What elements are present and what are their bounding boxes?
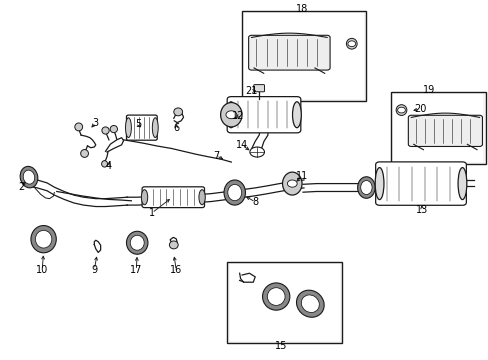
Ellipse shape [346, 39, 356, 49]
Text: 21: 21 [245, 86, 258, 96]
Ellipse shape [301, 295, 319, 312]
FancyBboxPatch shape [142, 187, 204, 208]
FancyBboxPatch shape [227, 96, 300, 133]
Ellipse shape [224, 180, 245, 205]
Text: 11: 11 [295, 171, 307, 181]
FancyBboxPatch shape [375, 162, 466, 205]
Ellipse shape [173, 108, 182, 116]
Ellipse shape [31, 226, 56, 253]
Ellipse shape [169, 241, 178, 249]
Ellipse shape [249, 147, 264, 157]
Circle shape [225, 111, 236, 119]
Text: 14: 14 [235, 140, 248, 150]
Ellipse shape [102, 127, 109, 134]
Text: 4: 4 [106, 161, 112, 171]
Ellipse shape [282, 172, 302, 195]
Circle shape [347, 41, 355, 46]
Ellipse shape [20, 166, 38, 188]
Ellipse shape [126, 231, 148, 254]
Ellipse shape [81, 149, 88, 157]
Ellipse shape [152, 118, 158, 138]
Ellipse shape [220, 103, 242, 127]
Bar [392, 94, 483, 162]
Ellipse shape [267, 288, 285, 305]
Bar [244, 13, 363, 99]
FancyBboxPatch shape [126, 115, 157, 140]
Bar [390, 92, 485, 164]
Circle shape [287, 180, 297, 187]
Text: 15: 15 [274, 341, 286, 351]
FancyBboxPatch shape [248, 35, 329, 70]
Ellipse shape [227, 184, 241, 201]
Ellipse shape [395, 105, 406, 116]
Ellipse shape [75, 123, 82, 131]
Bar [242, 12, 366, 101]
Text: 9: 9 [91, 265, 97, 275]
Text: 7: 7 [213, 150, 219, 161]
Text: 17: 17 [130, 265, 142, 275]
Ellipse shape [35, 230, 52, 248]
Text: 3: 3 [93, 118, 99, 128]
Ellipse shape [199, 190, 205, 205]
Text: 8: 8 [252, 197, 258, 207]
Ellipse shape [226, 102, 235, 128]
Text: 12: 12 [231, 111, 244, 121]
Text: 5: 5 [135, 120, 142, 129]
FancyBboxPatch shape [407, 115, 482, 147]
FancyBboxPatch shape [253, 85, 264, 92]
Bar [229, 264, 339, 341]
Ellipse shape [292, 102, 301, 128]
Text: 2: 2 [18, 182, 24, 192]
Text: 10: 10 [36, 265, 48, 275]
Ellipse shape [23, 170, 35, 184]
Ellipse shape [262, 283, 289, 310]
Circle shape [397, 107, 405, 113]
Text: 13: 13 [415, 206, 427, 216]
Ellipse shape [102, 161, 107, 167]
Text: 18: 18 [295, 4, 307, 14]
Ellipse shape [357, 177, 374, 198]
Ellipse shape [125, 118, 131, 138]
Ellipse shape [374, 168, 383, 199]
Text: 1: 1 [148, 208, 155, 218]
Bar [227, 262, 341, 343]
Ellipse shape [110, 126, 117, 133]
Ellipse shape [296, 290, 324, 317]
Text: 19: 19 [422, 85, 434, 95]
Ellipse shape [141, 190, 147, 205]
Text: 20: 20 [413, 104, 426, 114]
Text: 6: 6 [173, 123, 179, 133]
Ellipse shape [457, 168, 466, 199]
Ellipse shape [130, 235, 144, 250]
Ellipse shape [360, 180, 371, 194]
Text: 16: 16 [170, 265, 182, 275]
